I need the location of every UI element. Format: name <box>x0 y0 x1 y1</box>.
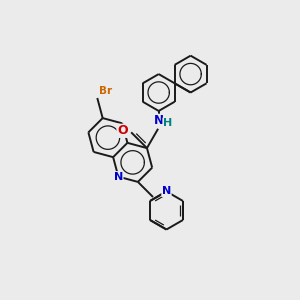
Text: N: N <box>114 172 123 182</box>
Text: Br: Br <box>99 85 112 96</box>
Text: N: N <box>162 187 171 196</box>
Text: H: H <box>163 118 172 128</box>
Text: O: O <box>117 124 128 137</box>
Text: N: N <box>154 114 164 127</box>
